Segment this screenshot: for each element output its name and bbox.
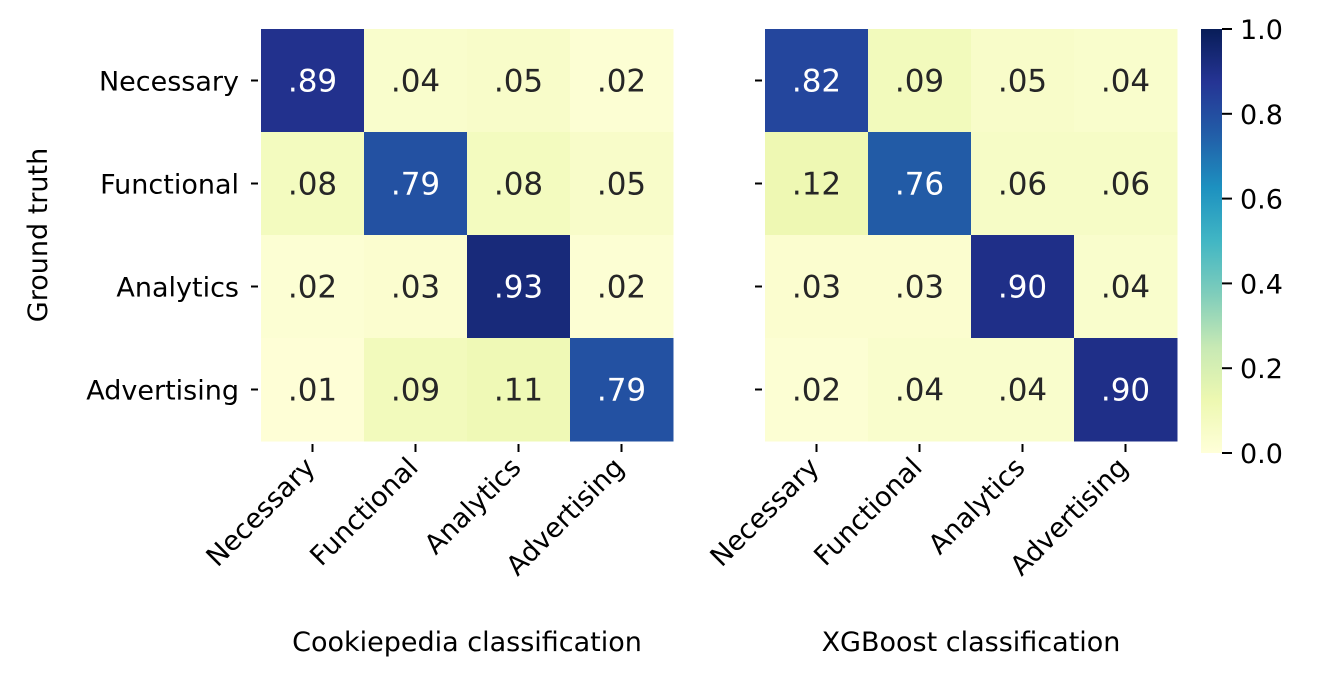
- heatmap-cell: [261, 132, 365, 236]
- heatmap-cell: [1074, 132, 1178, 236]
- cookiepedia-heatmap-panel: .89 .04 .05 .02 .08 .79 .08 .05 .02 .03 .93 .02 .01.…: [23, 29, 674, 658]
- x-tick-label: Functional: [808, 452, 928, 572]
- cell-value-label: .11: [494, 373, 543, 409]
- x-tick-label: Necessary: [705, 452, 826, 573]
- cell-value-label: .02: [792, 373, 841, 409]
- x-axis-label: Cookiepedia classification: [292, 627, 642, 658]
- colorbar-tick-label: 0.4: [1240, 269, 1283, 300]
- cell-value-label: .89: [288, 64, 337, 100]
- heatmap-cell: [765, 338, 869, 442]
- cell-value-label: .03: [792, 270, 841, 306]
- heatmap-cell: [467, 235, 571, 339]
- heatmap-cell: [868, 29, 972, 133]
- colorbar-tick-label: 1.0: [1240, 15, 1283, 46]
- cell-value-label: .04: [895, 373, 944, 409]
- x-tick-label: Necessary: [201, 452, 322, 573]
- heatmap-cell: [1074, 235, 1178, 339]
- x-tick-label: Analytics: [923, 452, 1032, 561]
- cell-value-label: .02: [288, 270, 337, 306]
- y-tick-label: Analytics: [116, 273, 239, 304]
- heatmap-cell: [570, 235, 674, 339]
- heatmap-cell: [868, 338, 972, 442]
- cell-value-label: .09: [391, 373, 440, 409]
- cell-value-label: .04: [998, 373, 1047, 409]
- cell-value-label: .90: [998, 270, 1047, 306]
- heatmap-cell: [261, 338, 365, 442]
- heatmap-cell: [570, 29, 674, 133]
- colorbar-tick-label: 0.8: [1240, 100, 1283, 131]
- heatmap-cell: [261, 235, 365, 339]
- heatmap-cell: [765, 235, 869, 339]
- heatmap-cell: [570, 132, 674, 236]
- cell-value-label: .05: [998, 64, 1047, 100]
- heatmap-cell: [364, 338, 468, 442]
- heatmap-cell: [467, 132, 571, 236]
- x-tick-label: Functional: [304, 452, 424, 572]
- colorbar-gradient: [1201, 29, 1222, 453]
- heatmap-cell: [1074, 338, 1178, 442]
- heatmap-cell: [364, 132, 468, 236]
- cell-value-label: .01: [288, 373, 337, 409]
- heatmap-cell: [971, 338, 1075, 442]
- heatmap-cell: [971, 29, 1075, 133]
- cell-value-label: .03: [895, 270, 944, 306]
- cell-value-label: .79: [597, 373, 646, 409]
- heatmap-cell: [971, 132, 1075, 236]
- cell-value-label: .02: [597, 270, 646, 306]
- y-tick-label: Advertising: [86, 376, 239, 407]
- heatmap-cell: [868, 235, 972, 339]
- cell-value-label: .79: [391, 167, 440, 203]
- heatmap-cell: [467, 29, 571, 133]
- cell-value-label: .90: [1101, 373, 1150, 409]
- heatmap-cell: [467, 338, 571, 442]
- cell-value-label: .02: [597, 64, 646, 100]
- cell-value-label: .08: [288, 167, 337, 203]
- colorbar-tick-label: 0.2: [1240, 354, 1283, 385]
- cell-value-label: .05: [597, 167, 646, 203]
- xgboost-heatmap-panel: .82 .09 .05 .04 .12 .76 .06 .06 .03 .03 .90 .04 .02.…: [705, 29, 1178, 658]
- y-tick-label: Functional: [100, 170, 239, 201]
- heatmap-cell: [971, 235, 1075, 339]
- x-tick-label: Analytics: [419, 452, 528, 561]
- cell-value-label: .06: [1101, 167, 1150, 203]
- heatmap-cell: [570, 338, 674, 442]
- cell-value-label: .03: [391, 270, 440, 306]
- cell-value-label: .76: [895, 167, 944, 203]
- cell-value-label: .93: [494, 270, 543, 306]
- cell-value-label: .12: [792, 167, 841, 203]
- y-tick-label: Necessary: [99, 67, 239, 98]
- heatmap-cell: [868, 132, 972, 236]
- cell-value-label: .04: [1101, 270, 1150, 306]
- cell-value-label: .08: [494, 167, 543, 203]
- heatmap-cell: [261, 29, 365, 133]
- heatmap-cell: [364, 235, 468, 339]
- cell-value-label: .06: [998, 167, 1047, 203]
- cell-value-label: .05: [494, 64, 543, 100]
- colorbar-tick-label: 0.6: [1240, 185, 1283, 216]
- cell-value-label: .09: [895, 64, 944, 100]
- heatmap-cell: [1074, 29, 1178, 133]
- x-axis-label: XGBoost classification: [822, 627, 1121, 658]
- heatmap-cell: [364, 29, 468, 133]
- cell-value-label: .04: [1101, 64, 1150, 100]
- cell-value-label: .04: [391, 64, 440, 100]
- y-axis-label: Ground truth: [23, 148, 54, 322]
- heatmap-cell: [765, 132, 869, 236]
- heatmap-cell: [765, 29, 869, 133]
- colorbar-tick-label: 0.0: [1240, 439, 1283, 470]
- cell-value-label: .82: [792, 64, 841, 100]
- colorbar: 0.0 0.2 0.4 0.6 0.8 1.0: [1201, 15, 1283, 470]
